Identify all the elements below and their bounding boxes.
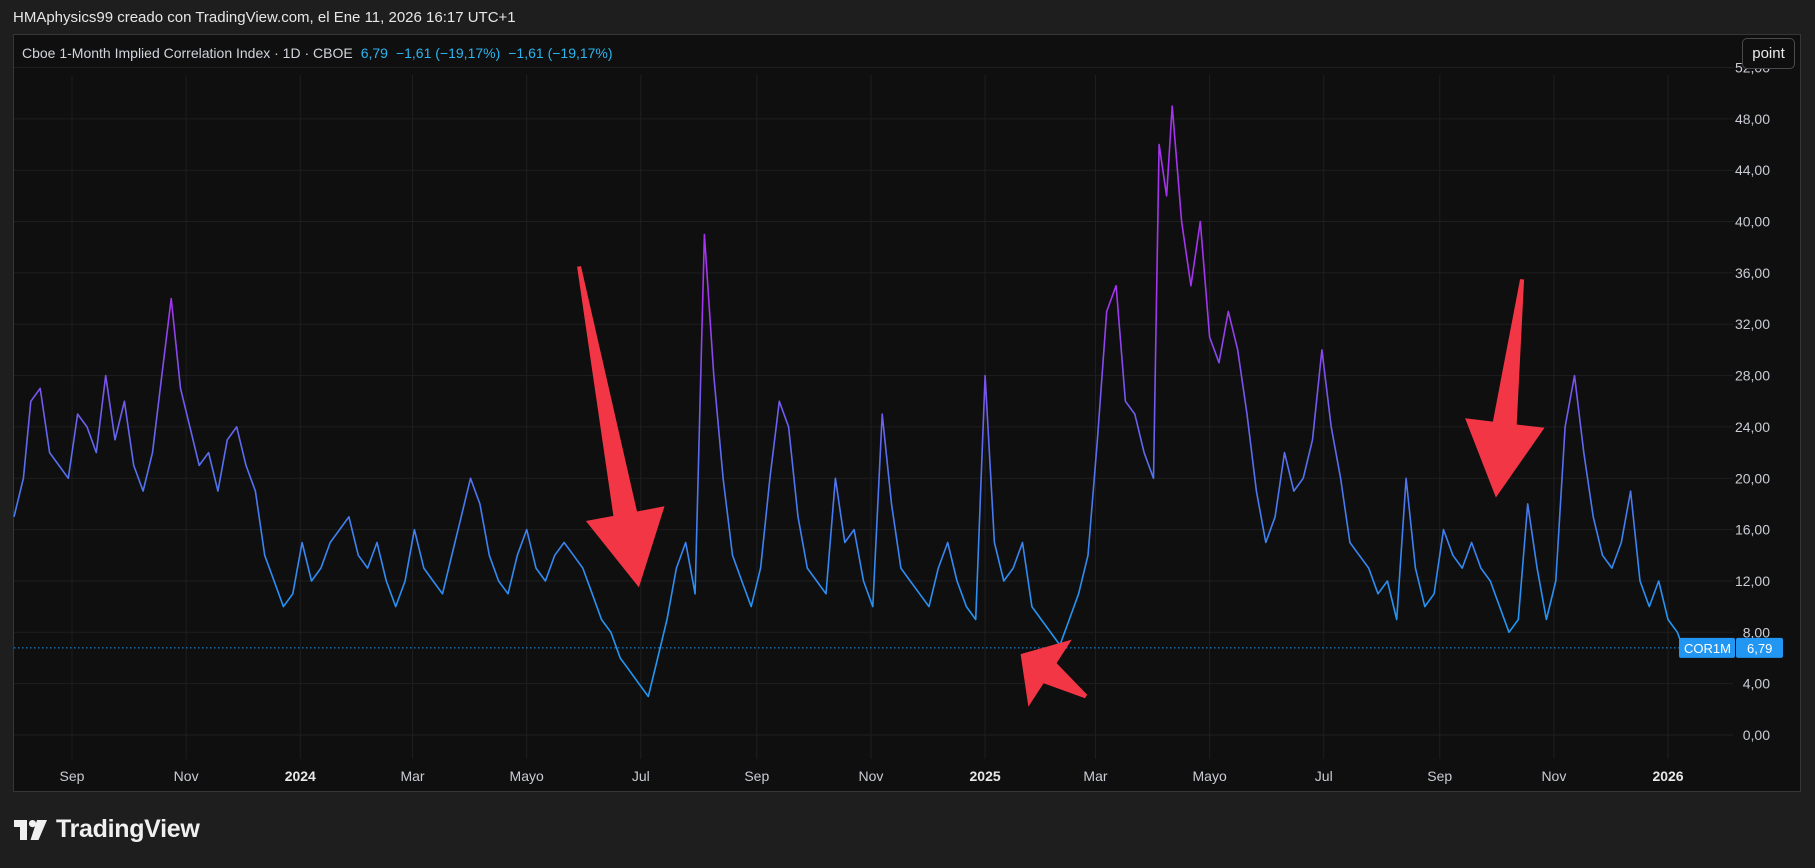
point-button[interactable]: point <box>1742 38 1795 69</box>
series-legend[interactable]: Cboe 1-Month Implied Correlation Index ·… <box>22 45 613 61</box>
x-tick-label: Sep <box>1427 768 1452 784</box>
series-line <box>13 105 1684 698</box>
x-tick-label: Sep <box>744 768 769 784</box>
x-tick-label: Mar <box>1083 768 1107 784</box>
x-tick-label: Jul <box>1315 768 1333 784</box>
x-tick-label: Nov <box>174 768 199 784</box>
x-tick-label: Jul <box>632 768 650 784</box>
time-axis[interactable]: Sep Nov 2024 Mar Mayo Jul Sep Nov 2025 Mar Mayo Jul… <box>60 768 1684 784</box>
x-tick-label: 2024 <box>285 768 316 784</box>
y-tick-label: 4,00 <box>1743 676 1770 692</box>
y-tick-label: 28,00 <box>1735 368 1770 384</box>
price-tag-ticker: COR1M <box>1684 641 1731 656</box>
x-tick-label: Sep <box>60 768 85 784</box>
legend-last-value: 6,79 <box>360 45 388 61</box>
legend-change-2: −1,61 (−19,17%) <box>508 45 613 61</box>
x-tick-label: Nov <box>858 768 883 784</box>
legend-symbol: Cboe 1-Month Implied Correlation Index ·… <box>22 45 353 61</box>
y-tick-label: 32,00 <box>1735 316 1770 332</box>
grid-lines <box>14 67 1733 759</box>
y-tick-label: 48,00 <box>1735 111 1770 127</box>
tradingview-logo-icon <box>14 819 47 840</box>
y-tick-label: 24,00 <box>1735 419 1770 435</box>
annotation-arrow-2 <box>1020 639 1088 707</box>
tradingview-logo-text: TradingView <box>56 815 200 843</box>
price-tag-value: 6,79 <box>1747 641 1772 656</box>
annotation-arrow-1 <box>577 266 665 588</box>
y-tick-label: 36,00 <box>1735 265 1770 281</box>
x-tick-label: Mayo <box>510 768 544 784</box>
x-tick-label: Mayo <box>1193 768 1227 784</box>
annotation-arrow-3 <box>1465 279 1545 498</box>
y-tick-label: 16,00 <box>1735 522 1770 538</box>
y-tick-label: 20,00 <box>1735 470 1770 486</box>
annotation-arrows <box>577 266 1545 707</box>
last-price-tag: COR1M 6,79 <box>1679 637 1783 658</box>
legend-change: −1,61 (−19,17%) <box>395 45 501 61</box>
x-tick-label: 2025 <box>970 768 1001 784</box>
x-tick-label: 2026 <box>1652 768 1683 784</box>
y-tick-label: 8,00 <box>1743 624 1770 640</box>
y-tick-label: 44,00 <box>1735 162 1770 178</box>
y-tick-label: 0,00 <box>1743 727 1770 743</box>
price-axis[interactable]: 0,00 4,00 8,00 12,00 16,00 20,00 24,00 28,00 32,… <box>1735 60 1770 744</box>
y-tick-label: 12,00 <box>1735 573 1770 589</box>
y-tick-label: 40,00 <box>1735 214 1770 230</box>
chart-attribution: HMAphysics99 creado con TradingView.com,… <box>13 9 516 26</box>
tradingview-logo[interactable]: TradingView <box>14 815 200 844</box>
x-tick-label: Nov <box>1541 768 1566 784</box>
x-tick-label: Mar <box>400 768 424 784</box>
